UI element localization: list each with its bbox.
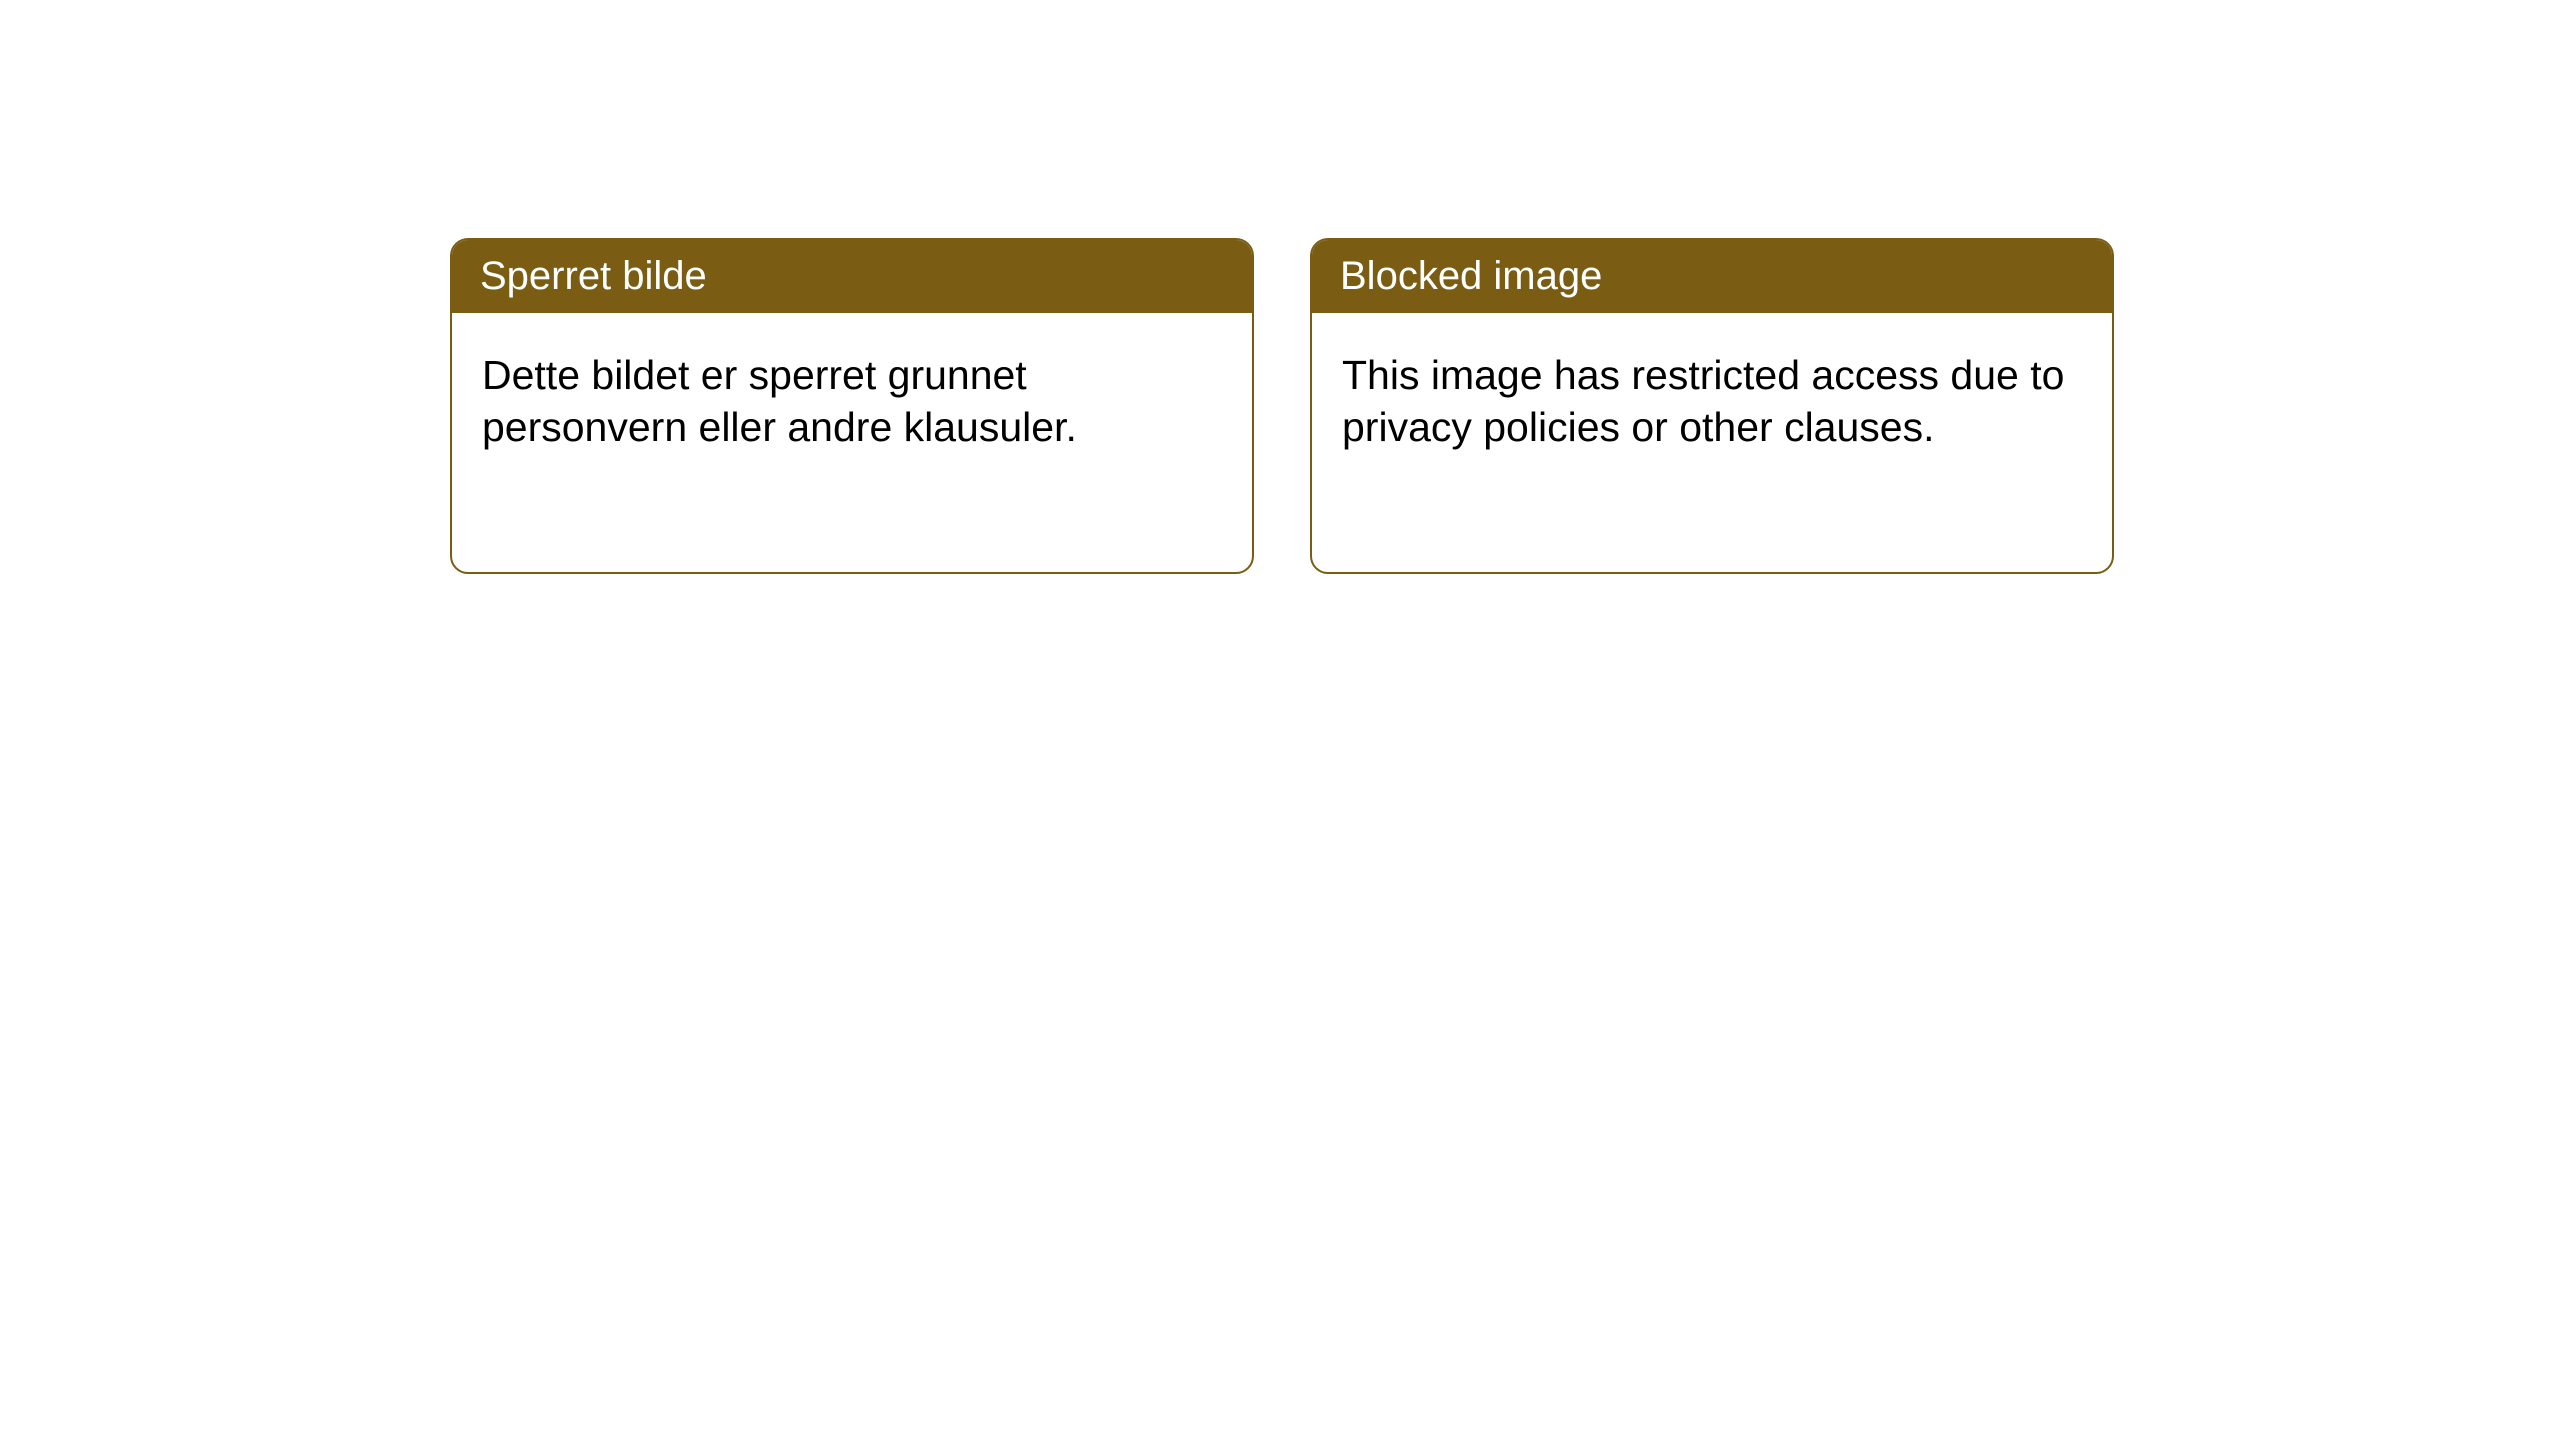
notice-card-english: Blocked image This image has restricted … — [1310, 238, 2114, 574]
notice-card-title: Sperret bilde — [452, 240, 1252, 313]
notice-card-norwegian: Sperret bilde Dette bildet er sperret gr… — [450, 238, 1254, 574]
notice-card-title: Blocked image — [1312, 240, 2112, 313]
notice-card-body: This image has restricted access due to … — [1312, 313, 2112, 489]
notice-container: Sperret bilde Dette bildet er sperret gr… — [0, 0, 2560, 574]
notice-card-body: Dette bildet er sperret grunnet personve… — [452, 313, 1252, 489]
